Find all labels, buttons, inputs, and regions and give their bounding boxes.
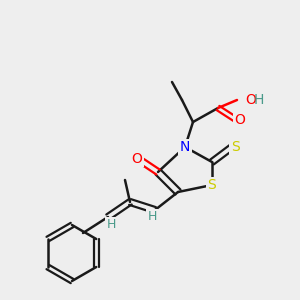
Text: H: H [254, 93, 264, 107]
Text: H: H [147, 211, 157, 224]
Text: N: N [180, 140, 190, 154]
Text: O: O [132, 152, 142, 166]
Text: O: O [245, 93, 256, 107]
Text: S: S [231, 140, 239, 154]
Text: H: H [106, 218, 116, 232]
Text: S: S [208, 178, 216, 192]
Text: O: O [235, 113, 245, 127]
